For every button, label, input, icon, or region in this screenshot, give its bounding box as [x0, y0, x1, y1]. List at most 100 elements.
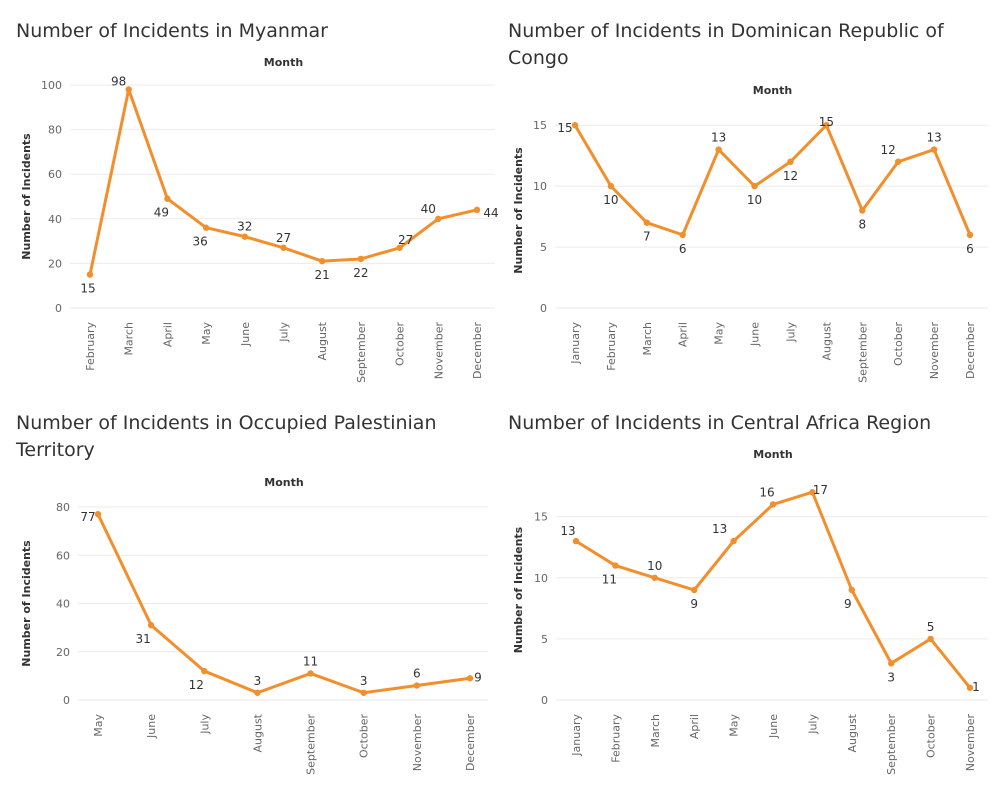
data-point: [823, 121, 830, 129]
data-point: [930, 146, 938, 153]
y-tick-label: 15: [534, 511, 548, 524]
x-axis-title: Month: [264, 476, 303, 489]
x-tick-label: August: [316, 321, 329, 360]
y-tick-label: 0: [55, 302, 62, 315]
chart-panel-congo: Number of Incidents in Dominican Republi…: [492, 0, 992, 392]
x-tick-label: October: [925, 714, 938, 758]
data-point: [859, 207, 866, 214]
data-label: 11: [602, 573, 617, 587]
data-label: 13: [712, 522, 727, 536]
x-tick-label: July: [198, 714, 211, 735]
data-label: 7: [643, 230, 651, 244]
y-axis-title: Number of Incidents: [20, 133, 33, 260]
chart-svg: 0 5 10 15 Month Number of Incidents 15 January 1…: [512, 84, 988, 383]
y-axis-title: Number of Incidents: [512, 526, 525, 653]
data-label: 8: [858, 218, 866, 232]
data-label: 10: [603, 193, 618, 207]
y-axis-title: Number of Incidents: [512, 147, 525, 274]
data-label: 6: [413, 667, 421, 681]
data-label: 9: [844, 597, 852, 611]
chart-panel-central-africa: Number of Incidents in Central Africa Re…: [492, 392, 992, 784]
x-tick-label: July: [784, 322, 797, 343]
x-tick-label: April: [161, 322, 174, 347]
chart-title: Number of Incidents in Occupied Palestin…: [16, 412, 437, 461]
y-tick-label: 40: [56, 598, 70, 611]
data-label: 13: [560, 524, 575, 538]
data-label: 40: [421, 202, 436, 216]
x-tick-label: November: [432, 322, 445, 380]
data-label: 49: [154, 206, 169, 220]
data-point: [571, 121, 579, 129]
x-tick-label: February: [84, 322, 97, 371]
data-point: [848, 586, 855, 594]
x-tick-label: December: [964, 322, 977, 380]
data-label: 3: [887, 670, 895, 684]
x-tick-label: June: [767, 714, 780, 739]
data-label: 15: [819, 115, 834, 129]
data-point: [125, 86, 132, 93]
data-point: [396, 244, 403, 251]
x-tick-label: December: [471, 322, 484, 380]
x-tick-label: August: [251, 713, 264, 752]
data-label: 12: [881, 143, 896, 157]
y-tick-label: 0: [63, 694, 70, 707]
data-label: 31: [136, 632, 151, 646]
data-point: [241, 233, 248, 240]
x-tick-label: November: [928, 322, 941, 380]
data-point: [473, 206, 481, 214]
y-tick-label: 0: [541, 694, 548, 707]
y-tick-label: 10: [533, 180, 547, 193]
data-point: [360, 689, 367, 696]
data-point: [691, 586, 698, 594]
x-tick-label: October: [358, 714, 371, 758]
y-tick-label: 20: [48, 257, 62, 270]
data-point: [612, 562, 619, 569]
data-label: 9: [690, 597, 698, 611]
x-tick-label: October: [394, 322, 407, 366]
data-point: [466, 675, 474, 682]
x-tick-label: March: [649, 714, 662, 748]
data-label: 77: [80, 510, 95, 524]
y-tick-label: 20: [56, 646, 70, 659]
data-point: [809, 489, 816, 496]
data-label: 6: [679, 242, 687, 256]
x-tick-label: December: [464, 714, 477, 772]
data-point: [307, 670, 314, 677]
data-label: 22: [353, 266, 368, 280]
data-point: [94, 511, 102, 518]
data-label: 27: [276, 231, 291, 245]
data-point: [894, 158, 902, 165]
x-tick-label: June: [239, 322, 252, 347]
x-tick-label: September: [305, 714, 318, 775]
data-label: 1: [972, 680, 980, 694]
data-label: 98: [111, 74, 126, 88]
data-point: [966, 684, 974, 691]
chart-title: Number of Incidents in Dominican Republi…: [508, 20, 944, 69]
y-tick-label: 80: [56, 501, 70, 514]
data-label: 15: [80, 282, 95, 296]
data-label: 3: [360, 674, 368, 688]
data-point: [86, 271, 94, 278]
x-tick-label: November: [964, 714, 977, 772]
y-axis-title: Number of Incidents: [20, 540, 33, 667]
series-line: [574, 490, 972, 690]
x-tick-label: May: [92, 714, 105, 737]
x-tick-label: April: [677, 322, 690, 347]
x-tick-label: May: [728, 714, 741, 737]
x-tick-label: February: [609, 714, 622, 763]
chart-svg: 0 20 40 60 80 100 Month Number of Incidents 15 Fe…: [20, 56, 499, 383]
x-tick-label: August: [846, 713, 859, 752]
data-point: [572, 537, 580, 545]
data-point: [164, 195, 171, 202]
x-axis-title: Month: [753, 448, 792, 461]
x-tick-label: April: [688, 714, 701, 739]
data-label: 5: [927, 620, 935, 634]
y-tick-label: 0: [540, 302, 547, 315]
data-point: [751, 182, 758, 190]
data-point: [888, 660, 895, 667]
x-tick-label: August: [820, 321, 833, 360]
y-tick-label: 60: [48, 168, 62, 181]
data-label: 11: [303, 654, 318, 668]
data-point: [927, 635, 934, 643]
